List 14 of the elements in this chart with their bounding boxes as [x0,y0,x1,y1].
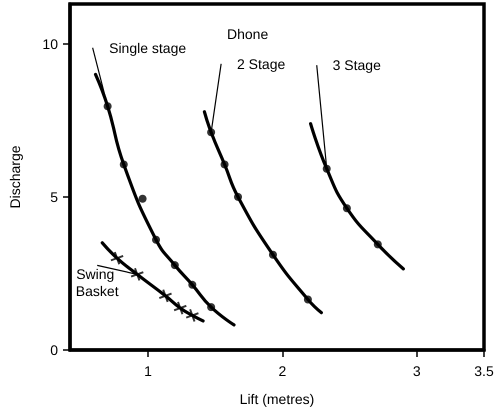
x-tick-label: 2 [278,363,286,379]
text: Dhone [227,26,268,42]
y-axis-title: Discharge [7,145,23,209]
x-axis-title: Lift (metres) [240,391,314,407]
x-tick-label: 3.5 [474,363,494,379]
series-label: Swing Basket [76,266,119,299]
text: 3 Stage [332,57,382,74]
x-tick-label: 3 [412,363,421,379]
x-tick-label: 1 [144,363,152,379]
y-tick-label: 0 [50,342,58,358]
series-label: Single stage [109,40,186,56]
text: 2 Stage [237,56,286,72]
y-tick-label: 5 [50,188,58,205]
y-tick-label: 10 [42,36,58,52]
